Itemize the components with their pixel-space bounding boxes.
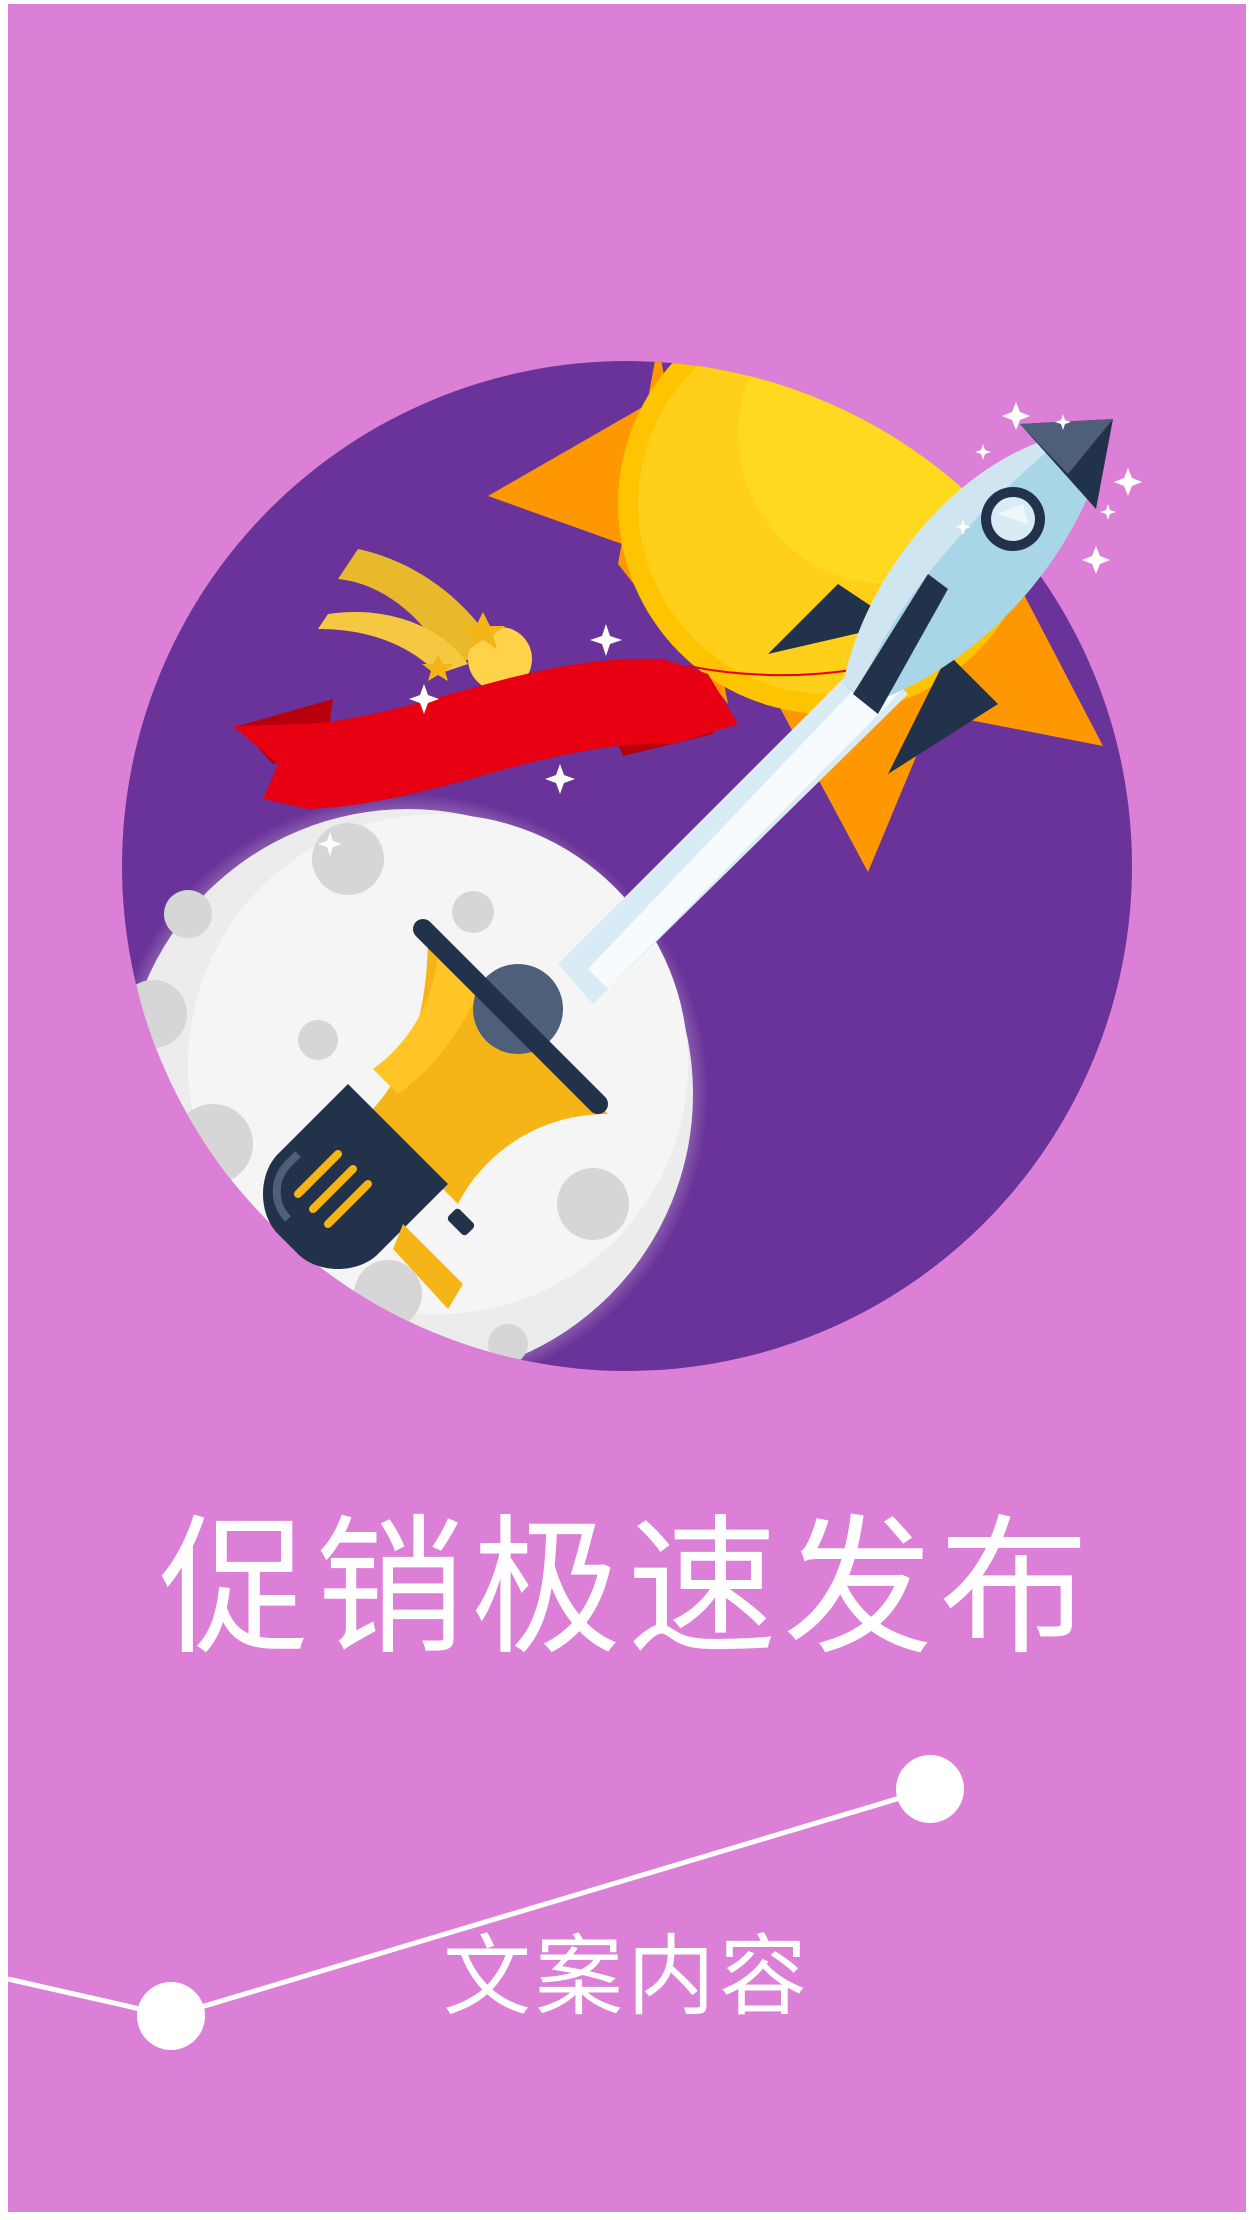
rocket-trail — [558, 654, 908, 1004]
shooting-star-icon — [318, 549, 532, 691]
line-dot-left — [137, 1982, 205, 2050]
poster-subtitle: 文案内容 — [442, 1925, 811, 2028]
promo-poster: 促销极速发布 文案内容 — [8, 4, 1246, 2212]
ribbon-banner-icon — [233, 658, 859, 809]
poster-title: 促销极速发布 — [158, 1502, 1095, 1676]
poster-illustration — [8, 4, 1246, 2212]
line-dot-right — [896, 1755, 964, 1823]
megaphone-icon — [263, 919, 608, 1309]
rocket-icon — [768, 419, 1113, 774]
sparkle-icon — [318, 402, 1142, 856]
decorative-line — [8, 1755, 964, 2050]
